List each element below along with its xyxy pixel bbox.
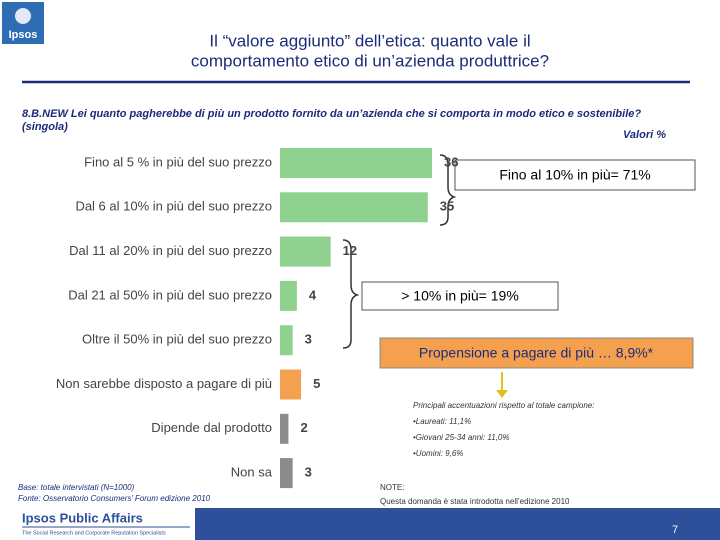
value-label: 36	[444, 154, 458, 169]
footnote: Base: totale intervistati (N=1000)	[18, 483, 135, 492]
arrow-head	[496, 390, 508, 398]
question: (singola)	[22, 121, 68, 133]
unit-label: Valori %	[623, 129, 666, 141]
note: •Laureati: 11,1%	[413, 417, 471, 426]
category-label: Non sa	[231, 465, 273, 480]
value-label: 2	[300, 420, 307, 435]
category-label: Dipende dal prodotto	[151, 420, 272, 435]
note: •Uomini: 9,6%	[413, 449, 463, 458]
category-label: Oltre il 50% in più del suo prezzo	[82, 332, 272, 347]
bar	[280, 148, 432, 178]
value-label: 3	[305, 465, 312, 480]
annotation: Propensione a pagare di più … 8,9%*	[419, 345, 654, 361]
logo-text: Ipsos	[9, 29, 38, 41]
annotation-box	[454, 159, 696, 191]
page-number: 7	[672, 524, 678, 536]
bar	[280, 236, 331, 267]
tagline: The Social Research and Corporate Reputa…	[22, 530, 166, 536]
bar	[280, 192, 428, 223]
bar	[280, 325, 293, 356]
title-line: comportamento etico di un’azienda produt…	[191, 51, 549, 70]
bar	[280, 458, 293, 489]
category-label: Dal 6 al 10% in più del suo prezzo	[75, 199, 272, 214]
category-label: Non sarebbe disposto a pagare di più	[56, 376, 272, 391]
value-label: 3	[305, 332, 312, 347]
brace	[342, 239, 360, 349]
bar	[280, 280, 297, 311]
value-label: 4	[309, 287, 317, 302]
annotation-box	[361, 281, 559, 311]
annotation-box	[379, 337, 694, 369]
footer-bar	[195, 508, 720, 540]
category-label: Fino al 5 % in più del suo prezzo	[84, 154, 272, 169]
footnote: Fonte: Osservatorio Consumers’ Forum edi…	[18, 494, 211, 503]
bar	[280, 369, 302, 400]
title-line: Il “valore aggiunto” dell’etica: quanto …	[209, 31, 530, 50]
note-box: Questa domanda è stata introdotta nell’e…	[380, 497, 570, 506]
bar	[280, 413, 289, 444]
note-box: NOTE:	[380, 483, 404, 492]
note: Principali accentuazioni rispetto al tot…	[413, 401, 594, 410]
value-label: 12	[343, 243, 357, 258]
brace	[439, 154, 457, 226]
annotation: > 10% in più= 19%	[401, 288, 519, 304]
note: •Giovani 25-34 anni: 11,0%	[413, 433, 510, 442]
category-label: Dal 11 al 20% in più del suo prezzo	[69, 243, 272, 258]
value-label: 5	[313, 376, 320, 391]
question: 8.B.NEW Lei quanto pagherebbe di più un …	[22, 108, 641, 120]
logo-icon	[15, 8, 31, 24]
value-label: 35	[440, 199, 454, 214]
division: Ipsos Public Affairs	[22, 510, 143, 525]
annotation: Fino al 10% in più= 71%	[499, 167, 650, 183]
category-label: Dal 21 al 50% in più del suo prezzo	[68, 287, 272, 302]
